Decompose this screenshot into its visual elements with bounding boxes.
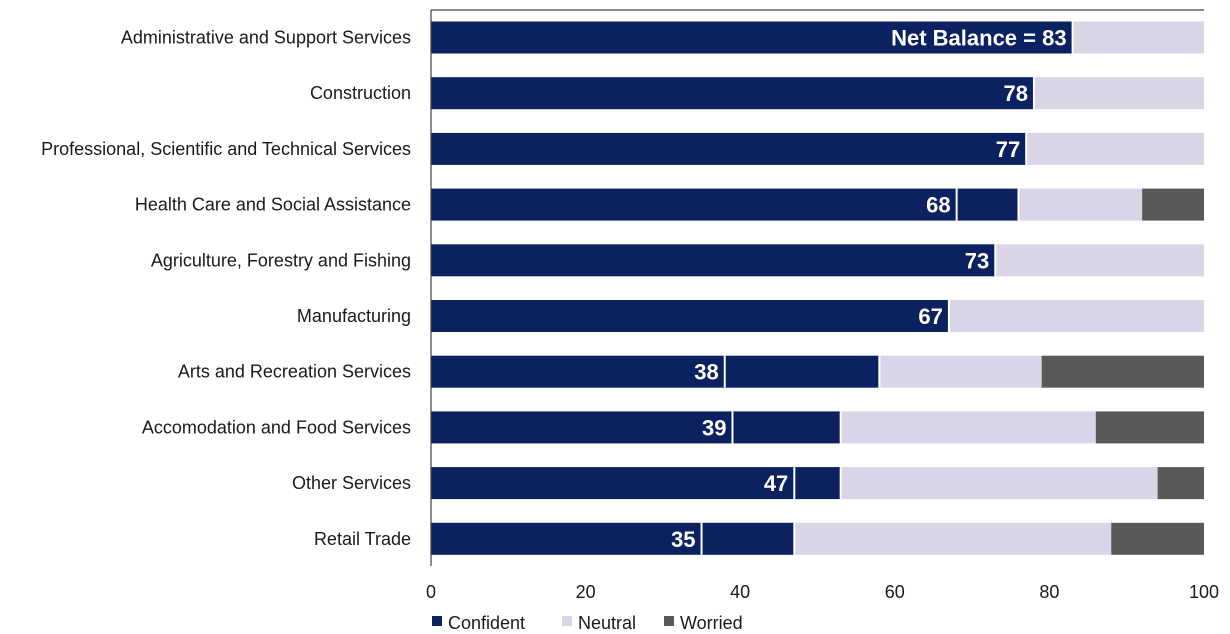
bar-worried-health-care-and-social-assistance [1142, 188, 1204, 221]
x-tick-label-40: 40 [730, 582, 750, 602]
legend-swatch-confident [432, 616, 442, 626]
net-balance-label-health-care-and-social-assistance: 68 [926, 193, 950, 218]
category-label-construction: Construction [310, 83, 411, 103]
category-label-retail-trade: Retail Trade [314, 529, 411, 549]
bar-worried-accomodation-and-food-services [1095, 411, 1204, 444]
bar-confident-agriculture-forestry-and-fishing [431, 244, 996, 277]
bars-layer [431, 21, 1204, 555]
net-balance-label-accomodation-and-food-services: 39 [702, 415, 726, 440]
bar-worried-arts-and-recreation-services [1041, 355, 1204, 388]
category-label-professional-scientific-and-technical-services: Professional, Scientific and Technical S… [41, 139, 411, 159]
bar-neutral-retail-trade [794, 522, 1112, 555]
bar-confident-other-services [431, 467, 841, 500]
legend-label-confident: Confident [448, 613, 525, 633]
category-label-agriculture-forestry-and-fishing: Agriculture, Forestry and Fishing [151, 250, 411, 270]
category-label-other-services: Other Services [292, 473, 411, 493]
bar-neutral-agriculture-forestry-and-fishing [995, 244, 1204, 277]
bar-confident-accomodation-and-food-services [431, 411, 841, 444]
bar-neutral-accomodation-and-food-services [840, 411, 1096, 444]
bar-worried-retail-trade [1111, 522, 1204, 555]
x-tick-label-60: 60 [885, 582, 905, 602]
x-tick-label-80: 80 [1039, 582, 1059, 602]
x-tick-label-0: 0 [426, 582, 436, 602]
category-label-health-care-and-social-assistance: Health Care and Social Assistance [135, 195, 411, 215]
labels-layer: Administrative and Support Services Net B… [41, 26, 1066, 552]
bar-neutral-administrative-and-support-services [1072, 21, 1204, 54]
x-tick-label-100: 100 [1189, 582, 1219, 602]
bar-neutral-construction [1033, 77, 1204, 110]
net-balance-label-construction: 78 [1003, 81, 1027, 106]
bar-neutral-other-services [840, 467, 1158, 500]
bar-confident-manufacturing [431, 300, 949, 332]
bar-neutral-manufacturing [948, 300, 1204, 332]
bar-confident-administrative-and-support-services [431, 21, 1073, 54]
legend-swatch-neutral [562, 616, 572, 626]
net-balance-label-other-services: 47 [764, 471, 788, 496]
bar-confident-retail-trade [431, 522, 795, 555]
bar-confident-professional-scientific-and-technical-services [431, 132, 1027, 165]
bar-confident-arts-and-recreation-services [431, 355, 880, 388]
category-label-manufacturing: Manufacturing [297, 306, 411, 326]
category-label-administrative-and-support-services: Administrative and Support Services [121, 28, 411, 48]
net-balance-label-administrative-and-support-services: Net Balance = 83 [891, 26, 1066, 51]
legend-swatch-worried [664, 616, 674, 626]
legend: Confident Neutral Worried [432, 613, 743, 633]
net-balance-label-professional-scientific-and-technical-services: 77 [996, 137, 1020, 162]
net-balance-label-retail-trade: 35 [671, 527, 695, 552]
net-balance-label-manufacturing: 67 [918, 304, 942, 329]
bar-neutral-professional-scientific-and-technical-services [1026, 132, 1204, 165]
legend-label-worried: Worried [680, 613, 743, 633]
category-label-accomodation-and-food-services: Accomodation and Food Services [142, 417, 411, 437]
legend-label-neutral: Neutral [578, 613, 636, 633]
bar-confident-health-care-and-social-assistance [431, 188, 1019, 221]
bar-worried-other-services [1157, 467, 1204, 500]
net-balance-label-agriculture-forestry-and-fishing: 73 [965, 248, 989, 273]
category-label-arts-and-recreation-services: Arts and Recreation Services [178, 362, 411, 382]
x-axis: 0 20 40 60 80 100 [426, 9, 1219, 602]
bar-confident-construction [431, 77, 1034, 110]
bar-neutral-health-care-and-social-assistance [1018, 188, 1143, 221]
x-tick-label-20: 20 [576, 582, 596, 602]
bar-neutral-arts-and-recreation-services [879, 355, 1042, 388]
net-balance-label-arts-and-recreation-services: 38 [694, 360, 718, 385]
